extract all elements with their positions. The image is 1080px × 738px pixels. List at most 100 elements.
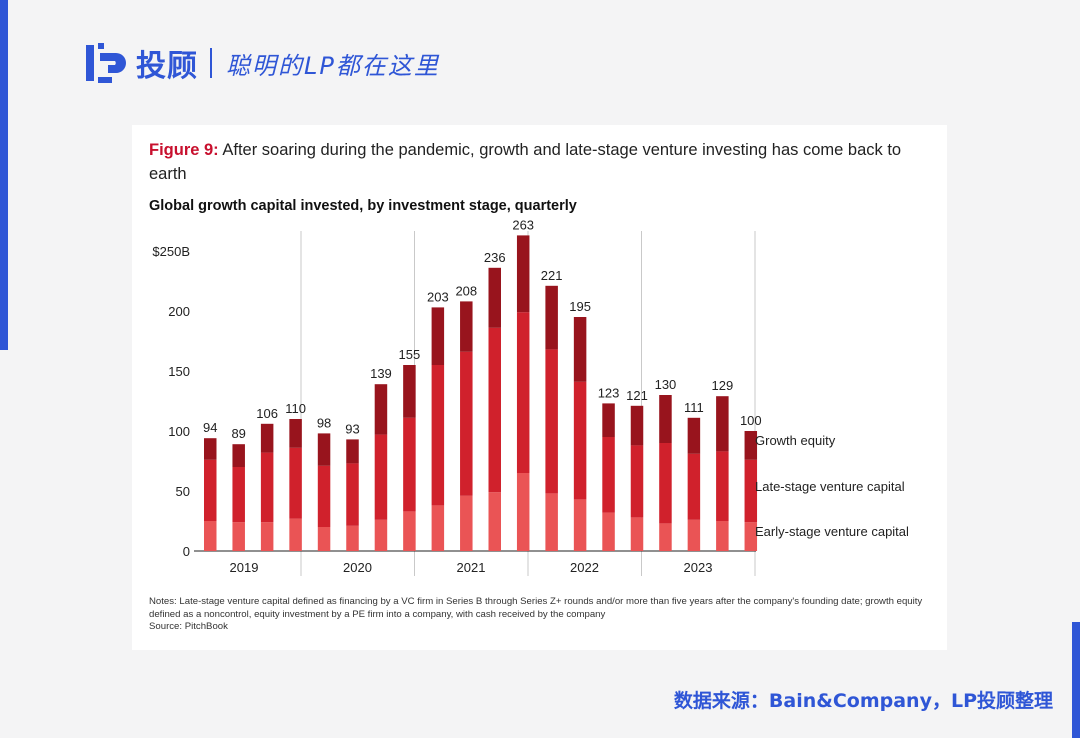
bar-segment [744,459,758,523]
bar-segment [488,267,501,328]
bar-segment [488,492,501,551]
x-year-label: 2019 [230,560,259,575]
bar-segment [260,522,274,551]
chart-title: Global growth capital invested, by inves… [149,198,577,214]
x-year-label: 2020 [343,560,372,575]
bar-total-label: 139 [370,366,392,381]
bar-segment [716,451,729,521]
bar-segment [374,434,388,520]
bar-total-label: 98 [317,415,331,430]
bar-segment [516,473,530,551]
bar-segment [289,447,302,519]
x-year-label: 2021 [457,560,486,575]
bar-segment [630,445,644,518]
bar-segment [204,521,217,551]
bar-segment [602,403,615,437]
bar-segment [659,395,672,443]
bar-segment [659,523,672,551]
figure-title: Figure 9: After soaring during the pande… [149,138,939,186]
bar-segment [687,519,701,551]
logo-icon [86,43,126,83]
bar-total-label: 195 [569,299,591,314]
bar-segment [403,511,416,551]
bar-segment [630,405,644,446]
y-tick-label: 0 [183,544,190,559]
bar-segment [545,349,558,494]
chart-notes: Notes: Late-stage venture capital define… [149,596,939,634]
bar-total-label: 111 [684,400,704,415]
bar-segment [516,235,530,313]
bar-segment [545,285,558,350]
bar-total-label: 130 [655,377,677,392]
figure-card: Figure 9: After soaring during the pande… [132,125,947,650]
right-accent-bar [1072,622,1080,738]
y-tick-label: $250B [152,244,190,259]
bar-segment [232,444,245,467]
brand-header: 投顾 聪明的LP都在这里 [84,40,440,86]
bar-segment [374,384,388,435]
bar-segment [602,512,615,551]
bar-total-label: 203 [427,289,449,304]
bar-total-label: 208 [455,283,477,298]
bar-total-label: 155 [399,347,421,362]
bar-segment [687,417,701,454]
bar-segment [659,443,672,524]
bar-total-label: 221 [541,268,563,283]
y-tick-label: 200 [168,304,190,319]
legend-label: Early-stage venture capital [755,524,909,539]
figure-title-text: After soaring during the pandemic, growt… [149,141,902,183]
legend-label: Late-stage venture capital [755,479,905,494]
source-credit: 数据来源：Bain&Company，LP投顾整理 [673,690,1053,712]
bar-segment [516,312,530,473]
bar-segment [317,527,331,551]
bar-segment [232,467,245,523]
bar-segment [460,351,473,496]
bar-total-label: 89 [231,426,245,441]
bar-total-label: 100 [740,413,762,428]
bar-segment [346,525,359,551]
bar-segment [204,459,217,521]
y-tick-label: 100 [168,424,190,439]
bar-segment [460,301,473,352]
x-year-label: 2022 [570,560,599,575]
brand-divider [210,48,212,78]
bar-total-label: 236 [484,250,506,265]
bar-segment [744,522,758,551]
bar-total-label: 94 [203,420,217,435]
y-tick-label: 50 [176,484,190,499]
bar-segment [260,423,274,453]
bar-segment [232,522,245,551]
bar-segment [374,519,388,551]
bar-segment [602,437,615,513]
notes-text: Notes: Late-stage venture capital define… [149,596,923,620]
bar-segment [289,518,302,551]
bar-segment [403,365,416,418]
brand-slogan: 聪明的LP都在这里 [226,51,440,80]
bar-segment [488,327,501,493]
legend-label: Growth equity [755,433,836,448]
bar-segment [744,431,758,460]
bar-segment [716,396,729,452]
bar-segment [317,433,331,466]
bar-segment [289,419,302,448]
y-tick-label: 150 [168,364,190,379]
bar-segment [573,381,587,500]
bar-segment [630,517,644,551]
bar-segment [431,505,445,551]
bar-segment [573,317,587,382]
bar-segment [317,465,331,527]
bar-segment [460,495,473,551]
bar-total-label: 129 [711,378,733,393]
bar-segment [403,417,416,512]
bar-segment [346,439,359,464]
bar-segment [716,521,729,551]
bar-segment [204,438,217,460]
figure-label: Figure 9: [149,141,219,159]
bar-total-label: 121 [626,388,648,403]
brand-name: 投顾 [136,49,198,84]
bar-segment [687,453,701,520]
bar-total-label: 263 [512,217,534,232]
x-year-label: 2023 [684,560,713,575]
bar-segment [431,307,445,365]
left-accent-bar [0,0,8,350]
